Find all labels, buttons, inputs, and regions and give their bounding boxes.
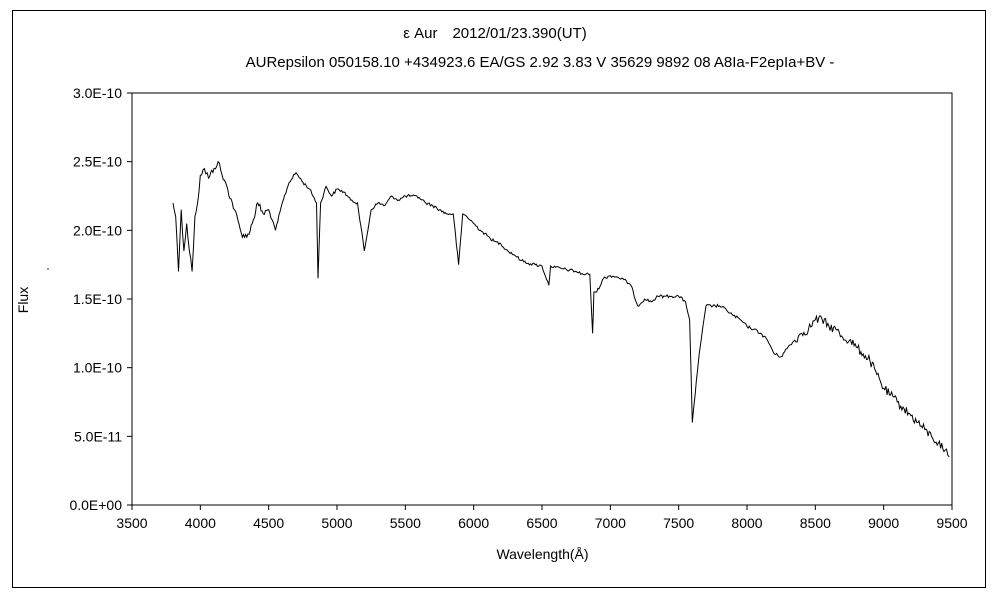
x-tick-label: 8000 — [731, 515, 762, 531]
y-tick-label: 2.0E-10 — [73, 222, 122, 238]
y-tick-label: 2.5E-10 — [73, 154, 122, 170]
x-tick-label: 6000 — [458, 515, 489, 531]
x-tick-label: 7500 — [663, 515, 694, 531]
chart-frame — [12, 10, 986, 588]
y-tick-label: 3.0E-10 — [73, 85, 122, 101]
y-tick-label: 0.0E+00 — [69, 497, 122, 513]
plot-area — [131, 92, 953, 506]
x-tick-label: 5000 — [321, 515, 352, 531]
y-tick-label: 5.0E-11 — [74, 428, 122, 444]
x-axis-label: Wavelength(Å) — [496, 546, 589, 562]
x-tick-label: 8500 — [800, 515, 831, 531]
x-tick-label: 4500 — [253, 515, 284, 531]
x-tick-label: 7000 — [595, 515, 626, 531]
x-tick-label: 5500 — [390, 515, 421, 531]
y-ticks: 0.0E+00 5.0E-11 1.0E-10 1.5E-10 2.0E-10 2.5E-… — [69, 85, 132, 513]
chart-title: ε Aur 2012/01/23.390(UT) — [403, 25, 587, 42]
chart-subtitle: AURepsilon 050158.10 +434923.6 EA/GS 2.9… — [245, 54, 835, 71]
x-tick-label: 6500 — [526, 515, 557, 531]
y-tick-label: 1.5E-10 — [73, 291, 122, 307]
x-tick-label: 4000 — [185, 515, 216, 531]
x-tick-label: 3500 — [116, 515, 147, 531]
spectrum-line — [172, 160, 950, 458]
y-tick-label: 1.0E-10 — [73, 360, 122, 376]
x-tick-label: 9000 — [868, 515, 899, 531]
x-tick-label: 9500 — [936, 515, 967, 531]
x-ticks: 3500 4000 4500 5000 5500 6000 6500 7000 7500 8000… — [116, 505, 968, 531]
stray-dot — [47, 268, 49, 270]
